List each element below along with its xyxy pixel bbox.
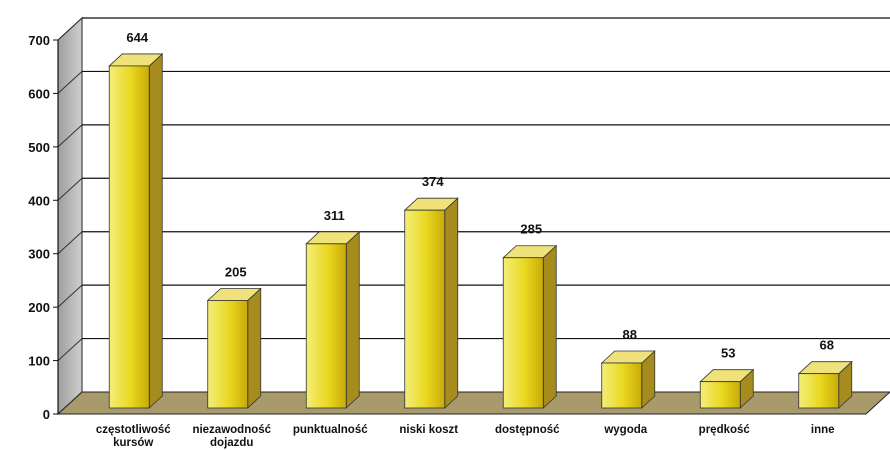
bar-front <box>108 65 150 409</box>
y-tick-label: 100 <box>28 354 50 369</box>
y-tick-label: 500 <box>28 140 50 155</box>
x-tick-label: niezawodność dojazdu <box>192 424 271 449</box>
gridline-side <box>57 177 83 201</box>
gridline-side <box>57 338 83 361</box>
bar-side <box>542 244 557 409</box>
value-label: 53 <box>721 346 735 361</box>
y-tick-label: 400 <box>28 193 50 208</box>
bar <box>699 368 755 409</box>
value-label: 374 <box>422 174 444 189</box>
gridline-side <box>57 71 83 94</box>
y-tick-label: 0 <box>43 407 50 422</box>
x-tick-label-line: dojazdu <box>210 437 253 449</box>
x-tick-label: punktualność <box>293 424 368 436</box>
bar-front <box>305 243 347 409</box>
side-wall <box>57 16 83 416</box>
x-tick-label-line: wygoda <box>603 424 647 436</box>
x-tick-label: wygoda <box>603 424 647 436</box>
bar-front <box>601 362 643 409</box>
y-tick-label: 600 <box>28 86 50 101</box>
y-tick-label: 200 <box>28 300 50 315</box>
chart-background <box>56 16 890 416</box>
gridline-side <box>57 231 83 255</box>
x-tick-label-line: niezawodność <box>192 424 271 436</box>
gridline-side <box>57 17 83 41</box>
x-axis: częstotliwość kursów niezawodność dojazdu pu… <box>96 424 835 449</box>
value-label: 205 <box>225 264 247 279</box>
x-tick-label: dostępność <box>495 424 560 436</box>
x-tick-label: prędkość <box>699 424 751 436</box>
x-tick-label: częstotliwość kursów <box>96 424 171 449</box>
bar <box>206 287 262 409</box>
bar <box>600 350 656 409</box>
bar-side <box>444 197 459 409</box>
y-tick-label: 300 <box>28 247 50 262</box>
bars <box>108 53 853 409</box>
bar <box>305 230 361 409</box>
bar-front <box>798 373 840 409</box>
bar <box>797 360 853 409</box>
bar <box>403 197 459 409</box>
x-tick-label-line: inne <box>811 424 835 436</box>
x-tick-label-line: niski koszt <box>399 424 458 436</box>
bar <box>502 244 558 409</box>
bar-side <box>148 53 163 409</box>
bar-front <box>207 300 249 409</box>
x-tick-label-line: punktualność <box>293 424 368 436</box>
bar-front <box>699 381 741 409</box>
value-label: 88 <box>623 327 637 342</box>
gridline-side <box>57 124 83 148</box>
x-tick-label-line: dostępność <box>495 424 560 436</box>
grid-lines <box>57 17 890 415</box>
value-label: 285 <box>520 222 542 237</box>
bar-side <box>247 287 262 409</box>
y-axis: 0 100 200 300 400 500 600 700 <box>28 33 59 422</box>
x-tick-label: niski koszt <box>399 424 458 436</box>
x-tick-label-line: prędkość <box>699 424 751 436</box>
value-label: 311 <box>324 208 345 223</box>
bar <box>108 53 164 409</box>
gridline-side <box>57 391 83 415</box>
x-tick-label-line: częstotliwość <box>96 424 171 436</box>
y-tick-label: 700 <box>28 33 50 48</box>
x-tick-label-line: kursów <box>113 437 153 449</box>
bar-front <box>404 209 446 409</box>
value-label: 644 <box>126 30 148 45</box>
value-label: 68 <box>820 338 834 353</box>
gridline-side <box>57 284 83 308</box>
x-tick-label: inne <box>811 424 835 436</box>
value-labels: 644 205 311 374 285 88 53 68 <box>126 30 834 361</box>
chart-floor <box>56 391 890 415</box>
bar-side <box>345 230 360 409</box>
bar-front <box>502 257 544 409</box>
